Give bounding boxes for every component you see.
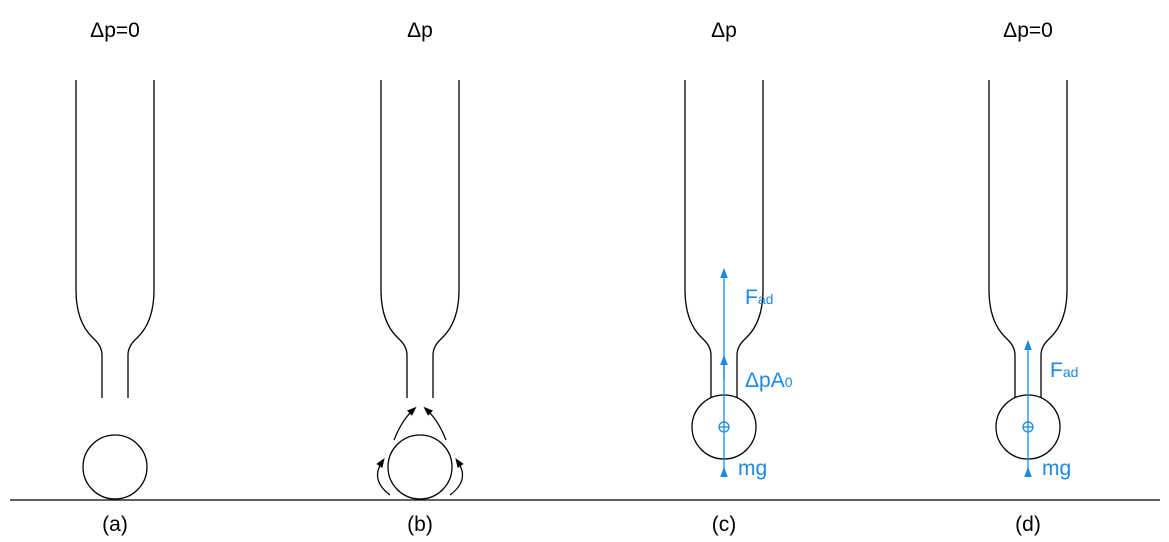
panel-b: Δp (b): [376, 19, 464, 536]
force-main: ΔpA: [745, 369, 785, 392]
force-sub: 0: [785, 374, 793, 390]
caption: (b): [407, 513, 433, 536]
pressure-label: Δp=0: [90, 19, 140, 42]
pressure-label: Δp=0: [1003, 19, 1053, 42]
tube: [380, 79, 460, 399]
caption: (c): [712, 513, 737, 536]
force-main: F: [745, 286, 758, 309]
force-label: ΔpA0: [745, 369, 793, 392]
force-label: Fad: [1050, 359, 1078, 382]
force-sub: ad: [1063, 364, 1079, 380]
force-label: mg: [738, 457, 767, 480]
panel-d: Δp=0 Fad mg (d): [988, 19, 1078, 536]
caption: (a): [102, 513, 128, 536]
ball: [387, 434, 453, 500]
airflow-arrows: [376, 406, 464, 496]
force-main: F: [1050, 359, 1063, 382]
caption: (d): [1015, 513, 1041, 536]
force-label: mg: [1042, 457, 1071, 480]
force-sub: ad: [758, 291, 774, 307]
pressure-label: Δp: [711, 19, 737, 42]
panel-a: Δp=0 (a): [75, 19, 155, 536]
force-label: Fad: [745, 286, 773, 309]
tube: [75, 79, 155, 399]
ball: [82, 434, 148, 500]
pressure-label: Δp: [407, 19, 433, 42]
panel-c: Δp Fad ΔpA0 mg (c): [684, 19, 793, 536]
